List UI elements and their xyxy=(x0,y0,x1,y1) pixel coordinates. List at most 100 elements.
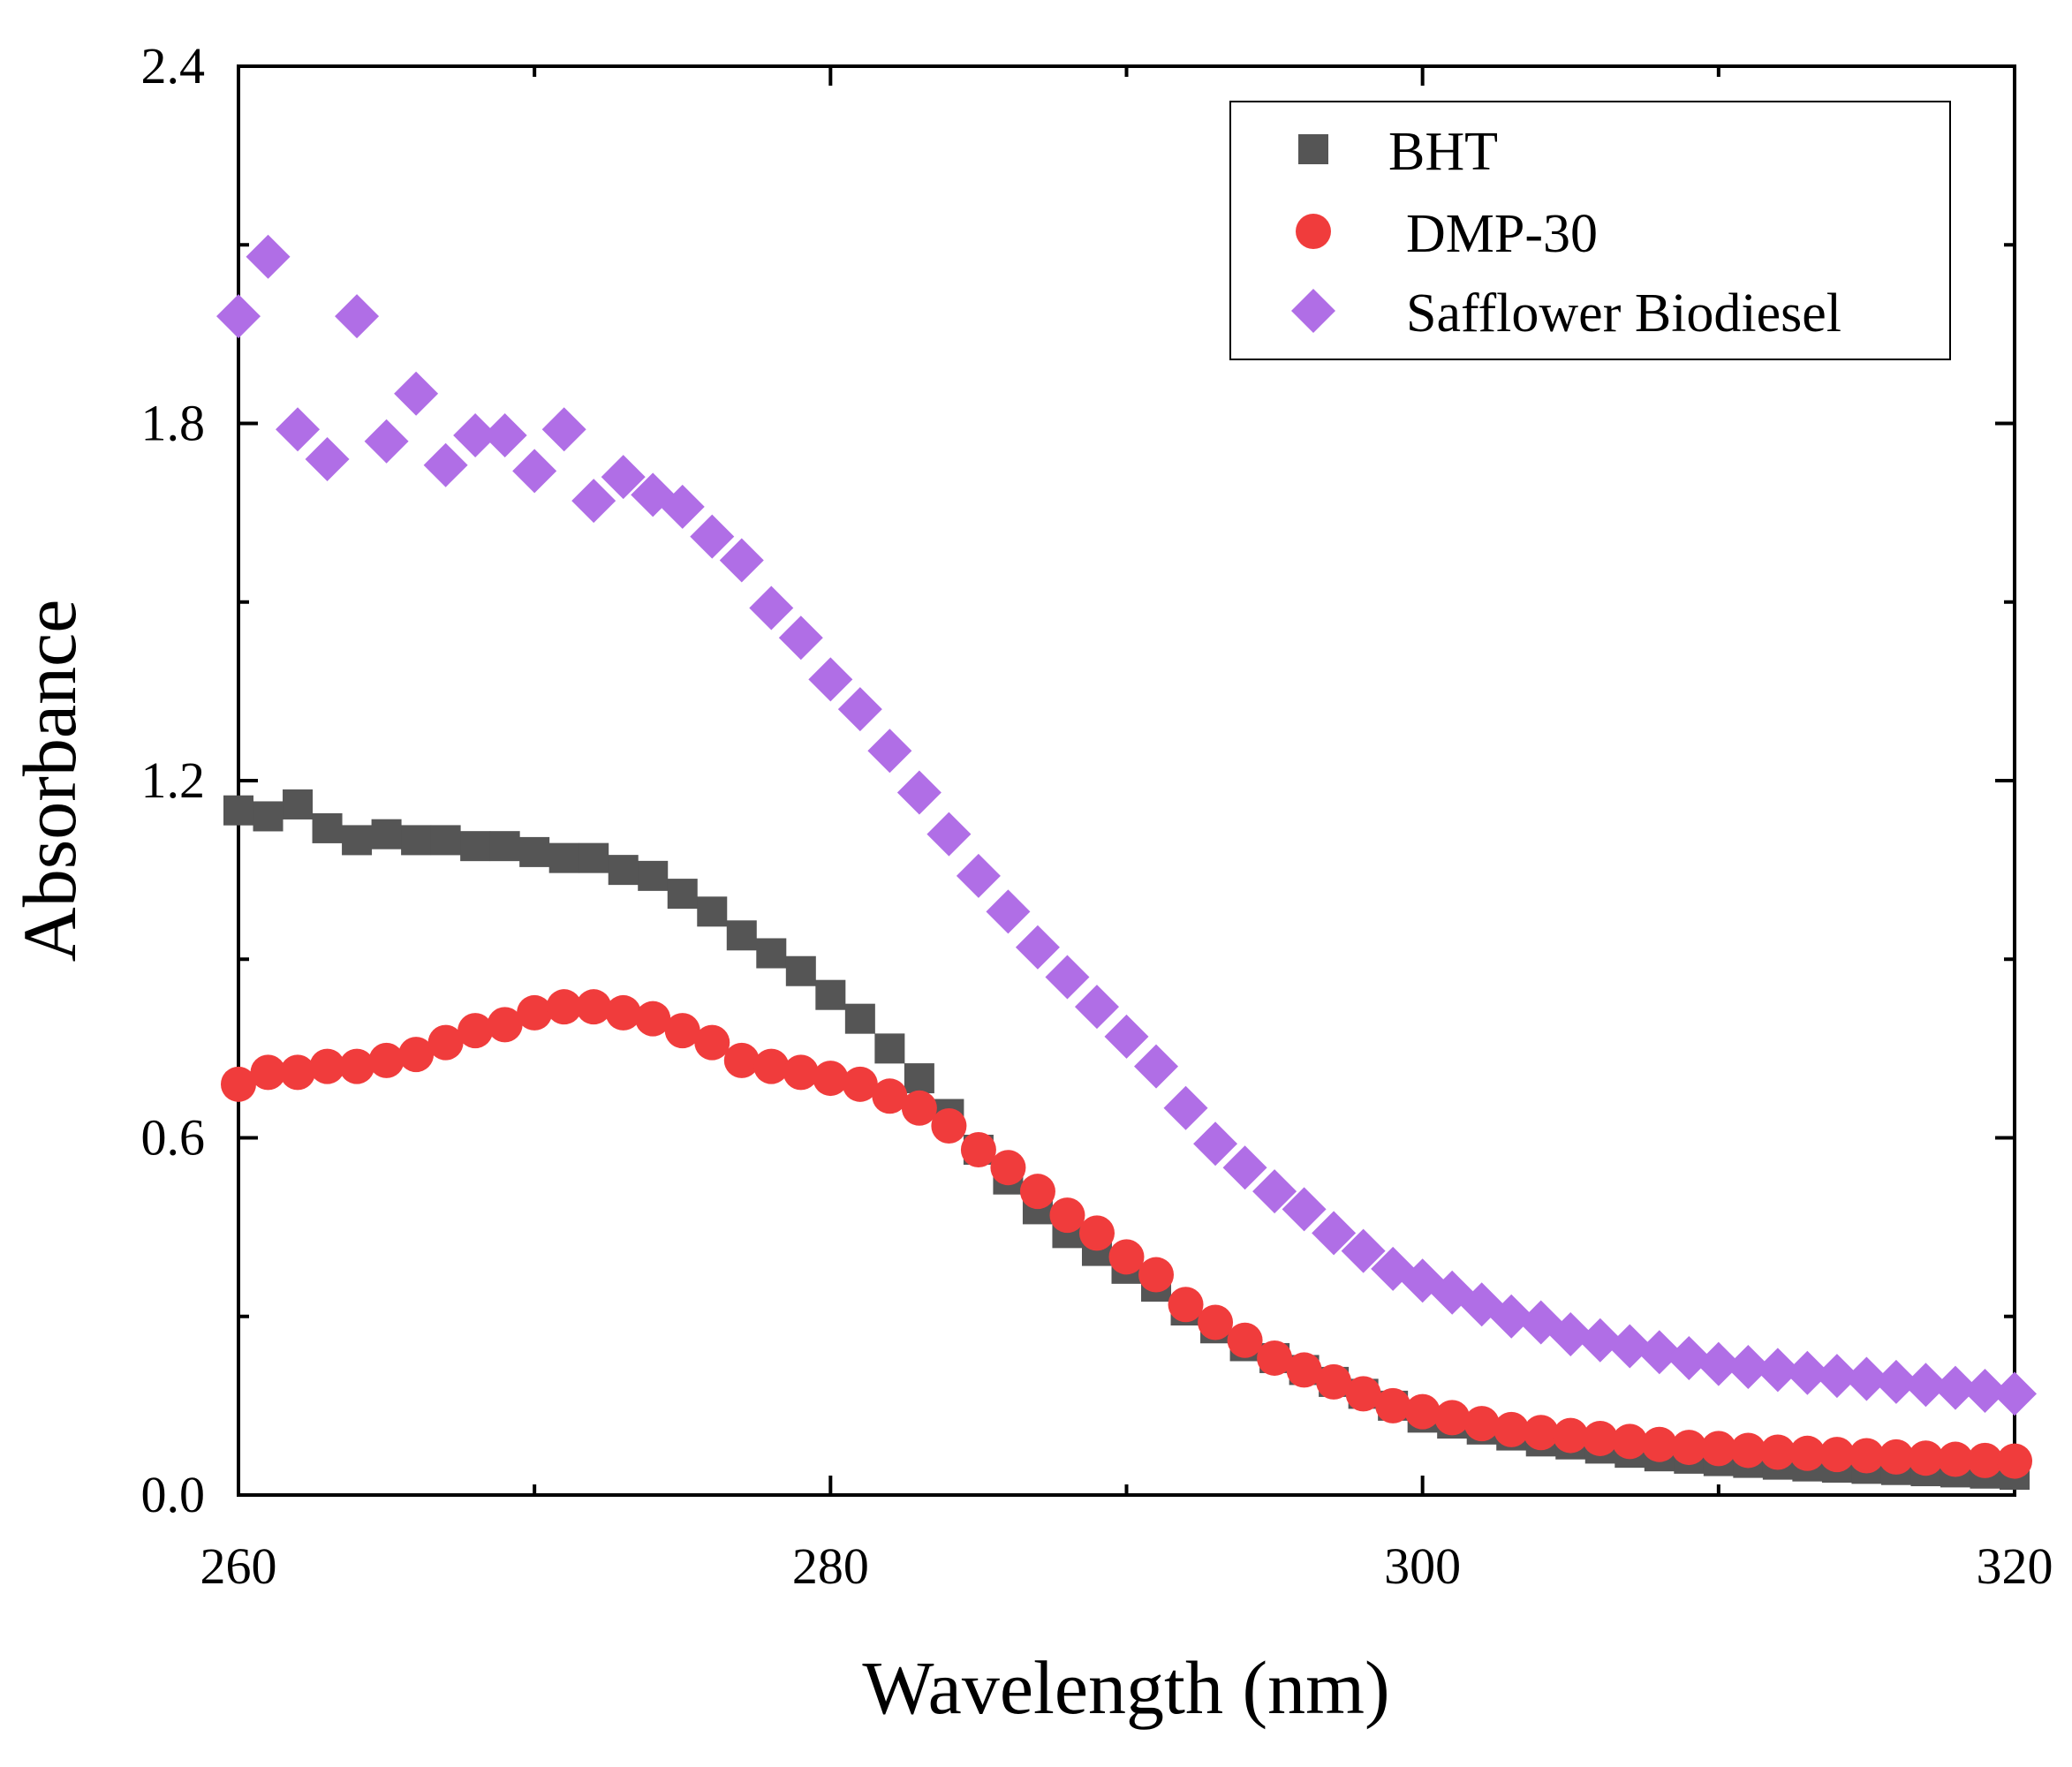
dmp-30-point xyxy=(339,1048,375,1084)
dmp-30-point xyxy=(458,1013,494,1049)
bht-point xyxy=(401,825,432,856)
dmp-30-point xyxy=(1582,1420,1618,1456)
y-tick-label: 0.0 xyxy=(141,1466,206,1523)
dmp-30-point xyxy=(1019,1174,1055,1210)
safflower-biodiesel-point xyxy=(1222,1145,1267,1190)
dmp-30-point xyxy=(1612,1423,1648,1460)
bht-point xyxy=(844,1003,875,1034)
y-tick-label: 1.8 xyxy=(141,395,206,452)
bht-point xyxy=(371,819,402,850)
safflower-biodiesel-point xyxy=(305,436,350,481)
y-tick-label: 1.2 xyxy=(141,751,206,809)
dmp-30-point xyxy=(1138,1257,1175,1293)
dmp-30-point xyxy=(872,1078,908,1114)
safflower-biodiesel-point xyxy=(364,419,409,464)
dmp-30-point xyxy=(1078,1215,1115,1251)
x-tick-label: 280 xyxy=(792,1537,869,1595)
safflower-biodiesel-point xyxy=(1814,1354,1859,1399)
bht-point xyxy=(667,879,698,910)
legend: BHT DMP-30 Safflower Biodiesel xyxy=(1229,101,1951,360)
dmp-30-point xyxy=(1316,1363,1352,1400)
safflower-biodiesel-point xyxy=(423,442,468,487)
dmp-30-point xyxy=(753,1048,790,1084)
x-axis-title: Wavelength (nm) xyxy=(862,1645,1389,1730)
legend-marker-safflower-biodiesel xyxy=(1291,289,1335,333)
safflower-biodiesel-point xyxy=(246,234,291,279)
safflower-biodiesel-point xyxy=(1282,1187,1327,1232)
dmp-30-point xyxy=(635,1001,671,1037)
safflower-biodiesel-point xyxy=(453,412,498,457)
dmp-30-point xyxy=(1553,1417,1589,1454)
dmp-30-point xyxy=(960,1131,996,1167)
dmp-30-point xyxy=(1878,1439,1914,1475)
bht-point xyxy=(578,842,609,873)
dmp-30-point xyxy=(309,1048,345,1084)
safflower-biodiesel-point xyxy=(276,407,321,452)
safflower-biodiesel-point xyxy=(541,407,586,452)
safflower-biodiesel-point xyxy=(1696,1341,1741,1386)
safflower-biodiesel-point xyxy=(1252,1169,1297,1214)
bht-point xyxy=(904,1063,934,1094)
safflower-biodiesel-point xyxy=(1993,1371,2037,1416)
dmp-30-point xyxy=(1908,1440,1944,1476)
dmp-30-point xyxy=(1641,1426,1677,1462)
safflower-biodiesel-point xyxy=(837,687,882,732)
dmp-30-point xyxy=(1463,1406,1500,1442)
dmp-30-point xyxy=(1700,1431,1736,1467)
safflower-biodiesel-point xyxy=(1104,1014,1149,1059)
y-axis-title: Absorbance xyxy=(7,600,92,963)
safflower-biodiesel-point xyxy=(512,449,557,494)
dmp-30-point xyxy=(1849,1438,1885,1474)
safflower-biodiesel-point xyxy=(1577,1318,1622,1363)
safflower-biodiesel-point xyxy=(1755,1348,1800,1393)
dmp-30-point xyxy=(1937,1441,1973,1477)
dmp-30-point xyxy=(398,1037,435,1073)
dmp-30-point xyxy=(368,1042,405,1078)
safflower-biodiesel-point xyxy=(926,812,972,857)
safflower-biodiesel-point xyxy=(216,294,261,339)
safflower-biodiesel-point xyxy=(1193,1121,1238,1167)
bht-point xyxy=(815,979,846,1010)
safflower-biodiesel-point xyxy=(660,484,705,529)
dmp-30-point xyxy=(1108,1239,1145,1275)
dmp-30-point xyxy=(1168,1287,1204,1323)
bht-point xyxy=(756,938,787,969)
safflower-biodiesel-point xyxy=(867,729,912,774)
dmp-30-point xyxy=(1789,1435,1826,1471)
safflower-biodiesel-point xyxy=(1903,1363,1948,1408)
safflower-biodiesel-point xyxy=(1962,1369,2008,1414)
series-dmp-30 xyxy=(221,989,2032,1479)
dmp-30-point xyxy=(1523,1415,1559,1451)
safflower-biodiesel-point xyxy=(601,455,646,500)
safflower-biodiesel-point xyxy=(719,538,764,583)
series-bht xyxy=(223,789,2030,1491)
dmp-30-point xyxy=(1997,1443,2032,1479)
dmp-30-point xyxy=(990,1150,1026,1186)
y-tick-labels: 0.0 0.6 1.2 1.8 2.4 xyxy=(141,37,206,1523)
safflower-biodiesel-point xyxy=(1726,1345,1771,1390)
bht-point xyxy=(785,955,816,986)
safflower-biodiesel-point xyxy=(808,657,853,702)
dmp-30-point xyxy=(931,1108,967,1144)
safflower-biodiesel-point xyxy=(749,585,794,631)
safflower-biodiesel-point xyxy=(690,514,735,559)
dmp-30-point xyxy=(723,1042,760,1078)
dmp-30-point xyxy=(813,1061,849,1097)
dmp-30-point xyxy=(1375,1387,1411,1423)
dmp-30-point xyxy=(1286,1352,1322,1388)
bht-point xyxy=(312,812,343,843)
series-layer xyxy=(216,234,2037,1491)
x-tick-labels: 260 280 300 320 xyxy=(200,1537,2053,1595)
safflower-biodiesel-point xyxy=(1844,1356,1889,1401)
safflower-biodiesel-point xyxy=(1045,955,1090,1000)
safflower-biodiesel-point xyxy=(1312,1211,1357,1256)
dmp-30-point xyxy=(487,1007,523,1043)
bht-point xyxy=(253,801,284,832)
dmp-30-point xyxy=(250,1054,286,1091)
dmp-30-point xyxy=(1759,1434,1796,1470)
dmp-30-point xyxy=(605,994,641,1031)
dmp-30-point xyxy=(842,1066,878,1102)
safflower-biodiesel-point xyxy=(482,412,527,457)
dmp-30-point xyxy=(280,1054,316,1091)
